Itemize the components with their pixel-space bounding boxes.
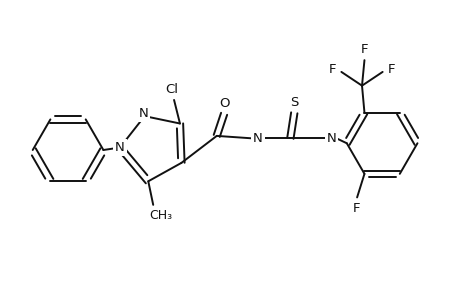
Text: N: N (252, 132, 262, 145)
Text: N: N (115, 141, 124, 154)
Text: CH₃: CH₃ (149, 209, 172, 222)
Text: F: F (328, 63, 336, 76)
Text: F: F (360, 43, 367, 56)
Text: F: F (352, 202, 359, 215)
Text: N: N (139, 107, 148, 120)
Text: O: O (218, 97, 229, 110)
Text: Cl: Cl (165, 82, 178, 96)
Text: N: N (326, 132, 336, 145)
Text: S: S (290, 95, 298, 109)
Text: F: F (387, 63, 394, 76)
